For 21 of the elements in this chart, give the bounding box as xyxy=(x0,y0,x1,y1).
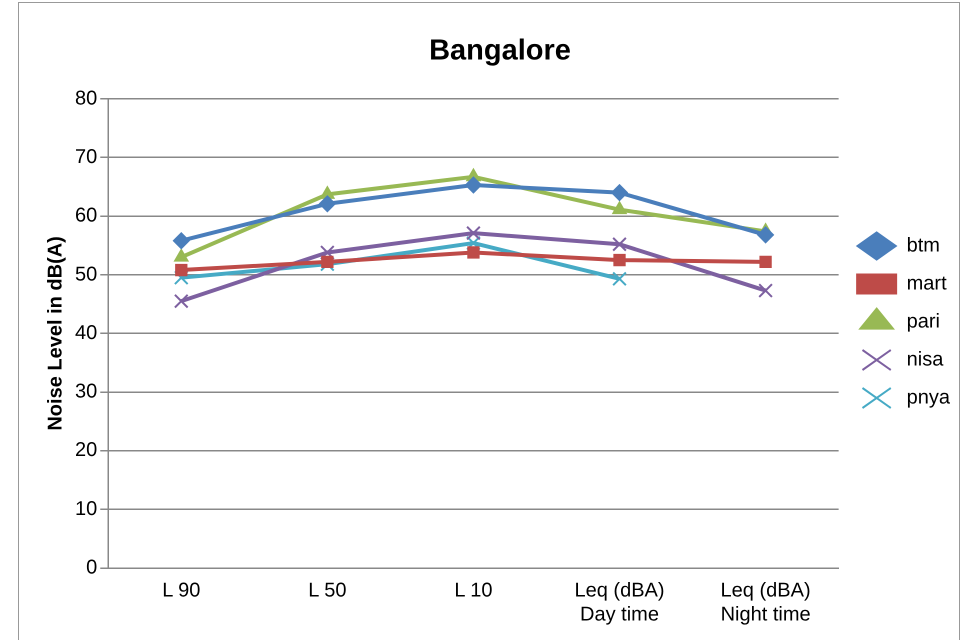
y-tick-label: 20 xyxy=(74,439,98,462)
y-axis-title: Noise Level in dB(A) xyxy=(44,236,67,431)
legend-label: btm xyxy=(906,234,940,257)
x-tick-label: Leq (dBA)Night time xyxy=(720,580,811,626)
chart-title: Bangalore xyxy=(429,34,571,66)
x-tick-label: L 50 xyxy=(308,580,346,602)
y-tick-label: 80 xyxy=(74,87,98,110)
y-tick-label: 40 xyxy=(74,322,98,344)
y-tick-label: 10 xyxy=(74,498,98,520)
y-tick-label: 30 xyxy=(74,380,98,403)
legend-label: pnya xyxy=(906,386,951,409)
legend-label: nisa xyxy=(906,348,944,371)
y-tick-label: 50 xyxy=(74,263,98,286)
x-tick-label: Leq (dBA)Day time xyxy=(574,580,665,626)
legend-label: pari xyxy=(906,310,940,333)
y-tick-label: 60 xyxy=(74,204,98,227)
y-tick-label: 70 xyxy=(74,146,98,168)
x-tick-label: L 90 xyxy=(162,580,200,602)
legend-label: mart xyxy=(906,272,948,295)
y-tick-label: 0 xyxy=(86,556,98,579)
x-tick-label: L 10 xyxy=(454,580,493,602)
